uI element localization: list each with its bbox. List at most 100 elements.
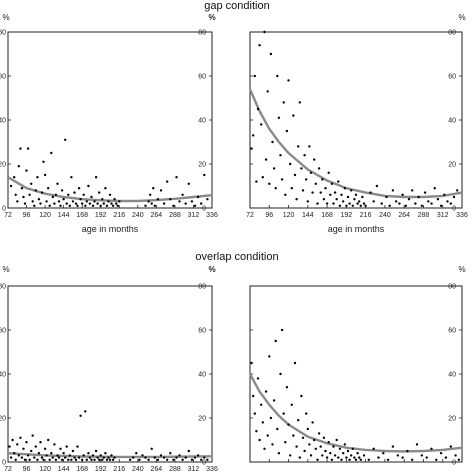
overlap-right-data-point: [322, 436, 326, 439]
gap-left-data-point: [76, 204, 79, 207]
overlap-right-data-point: [351, 447, 354, 450]
gap-left-data-point: [187, 182, 190, 185]
overlap-left-xtick-label: 120: [39, 466, 51, 473]
overlap-right-data-point: [268, 355, 271, 358]
gap-left-xtick-label: 264: [151, 212, 163, 219]
overlap-left-data-point: [43, 447, 47, 450]
gap-right-data-point: [423, 191, 427, 194]
gap-left-data-point: [203, 173, 206, 177]
overlap-left-xtick-label: 264: [151, 466, 163, 473]
gap-left-data-point: [181, 193, 184, 196]
gap-left-data-point: [79, 198, 82, 201]
overlap-left-data-point: [53, 443, 56, 446]
overlap-left-data-point: [82, 454, 85, 457]
gap-right-data-point: [398, 202, 401, 205]
overlap-left-data-point: [159, 454, 163, 457]
overlap-right-data-point: [345, 456, 348, 459]
overlap-left-data-point: [102, 456, 106, 459]
gap-left-data-point: [118, 200, 121, 203]
overlap-left-data-point: [206, 458, 209, 461]
gap-right-data-point: [342, 200, 345, 203]
gap-left-data-point: [206, 198, 209, 201]
gap-right-data-point: [319, 191, 322, 194]
gap-left-data-point: [172, 204, 175, 207]
overlap-right-data-point: [406, 449, 409, 453]
gap-right-data-point: [271, 140, 274, 144]
overlap-left-xtick-label: 336: [206, 466, 218, 473]
gap-left-data-point: [184, 202, 187, 205]
gap-left-data-point: [102, 202, 106, 205]
gap-left-data-point: [90, 195, 93, 199]
gap-right-data-point: [452, 195, 456, 199]
overlap-right-data-point: [359, 458, 362, 461]
overlap-left-data-point: [101, 458, 104, 461]
overlap-left-data-point: [60, 458, 64, 461]
gap-right-data-point: [369, 191, 372, 194]
overlap-right-data-point: [449, 445, 452, 448]
overlap-left-ytick-right-label: 80: [198, 284, 206, 291]
gap-right-data-point: [333, 191, 337, 194]
overlap-left-data-point: [104, 452, 107, 455]
overlap-right-data-point: [332, 445, 335, 448]
gap-right-xtick-label: 192: [341, 212, 353, 219]
overlap-right-data-point: [256, 377, 260, 380]
gap-left-data-point: [70, 176, 73, 179]
overlap-left-data-point: [16, 443, 19, 446]
gap-left-data-point: [37, 198, 41, 201]
overlap-right-unit-right: %: [458, 265, 465, 274]
gap-left-data-point: [36, 176, 39, 179]
gap-left-data-point: [190, 200, 194, 203]
overlap-left-data-point: [169, 452, 172, 455]
overlap-right-data-point: [325, 456, 329, 459]
gap-left-data-point: [196, 195, 200, 199]
gap-right-xtick-label: 96: [265, 212, 273, 219]
gap-right-data-point: [358, 200, 361, 203]
overlap-left-data-point: [87, 452, 90, 455]
gap-right-data-point: [322, 198, 326, 201]
overlap-right-fit-curve: [248, 373, 463, 453]
overlap-right-data-point: [396, 454, 399, 457]
gap-right-data-point: [325, 202, 329, 205]
gap-right-data-point: [404, 204, 407, 207]
overlap-left-data-point: [128, 458, 132, 461]
gap-left-data-point: [74, 202, 78, 205]
gap-left-data-point: [169, 198, 172, 201]
gap-right-data-point: [380, 202, 383, 205]
gap-right-data-point: [269, 52, 273, 56]
gap-right-data-point: [279, 154, 282, 157]
gap-right-xtick-label: 288: [418, 212, 430, 219]
overlap-left-data-point: [34, 445, 37, 448]
overlap-left-ytick-right-label: 0: [202, 460, 206, 467]
gap-left-data-point: [94, 176, 98, 179]
gap-left-data-point: [67, 193, 70, 196]
overlap-left-data-point: [132, 456, 135, 459]
gap-left-data-point: [63, 138, 67, 141]
overlap-left-data-point: [20, 456, 24, 459]
overlap-right-ytick-right-label: 20: [448, 416, 456, 423]
gap-left-data-point: [31, 200, 34, 203]
overlap-left-ytick-left-label: 40: [0, 372, 6, 379]
gap-right-data-point: [446, 200, 449, 203]
overlap-left-data-point: [56, 454, 59, 457]
overlap-left-data-point: [175, 456, 178, 459]
overlap-right-data-point: [415, 443, 419, 446]
overlap-condition-title: overlap condition: [195, 251, 278, 263]
gap-left-data-point: [16, 200, 19, 203]
gap-left-data-point: [193, 204, 197, 207]
overlap-left-data-point: [156, 458, 160, 461]
gap-left-data-point: [84, 204, 87, 207]
overlap-left-xtick-label: 216: [113, 466, 125, 473]
overlap-left-data-point: [193, 456, 197, 459]
overlap-right-data-point: [287, 423, 290, 426]
gap-right-xtick-label: 240: [379, 212, 391, 219]
gap-right-data-point: [300, 167, 303, 170]
gap-left-data-point: [150, 202, 153, 205]
overlap-left-data-point: [74, 458, 78, 461]
gap-right-data-point: [274, 187, 277, 190]
gap-right-data-point: [268, 182, 271, 185]
overlap-left-unit-right: %: [208, 265, 215, 274]
overlap-right-data-point: [316, 458, 319, 461]
gap-left-data-point: [56, 182, 59, 185]
overlap-right-data-point: [279, 372, 282, 376]
overlap-right-data-point: [261, 421, 264, 424]
